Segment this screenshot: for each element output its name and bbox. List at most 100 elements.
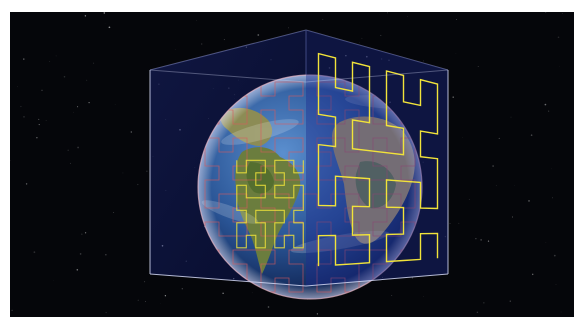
star	[145, 301, 146, 302]
star	[53, 280, 54, 281]
star	[555, 284, 557, 285]
star	[55, 55, 57, 57]
star	[462, 137, 463, 138]
star	[76, 269, 79, 271]
star	[444, 235, 447, 238]
star	[122, 172, 124, 174]
star	[452, 96, 454, 98]
star	[25, 183, 28, 185]
star	[251, 292, 253, 294]
star	[455, 18, 458, 21]
star	[17, 86, 18, 88]
yellow-globe-path	[236, 159, 304, 249]
star	[104, 23, 106, 24]
star	[49, 61, 51, 62]
star	[498, 137, 500, 139]
image-frame	[10, 12, 574, 317]
star	[365, 55, 368, 58]
star	[449, 223, 451, 224]
star	[387, 12, 388, 14]
star	[380, 278, 382, 279]
star	[511, 216, 513, 218]
star	[557, 36, 560, 39]
star	[545, 242, 547, 243]
star	[84, 15, 87, 17]
star	[468, 198, 470, 200]
star	[514, 185, 515, 186]
star	[328, 67, 331, 69]
hilbert-path	[317, 52, 439, 267]
star	[103, 12, 106, 14]
cube-front-edges	[149, 69, 449, 287]
star	[144, 281, 146, 283]
star	[380, 34, 382, 36]
star	[201, 43, 203, 45]
star	[561, 13, 563, 14]
star	[316, 313, 319, 315]
star	[492, 165, 494, 167]
cube-right-face	[306, 30, 448, 286]
star	[223, 39, 225, 41]
star	[77, 146, 79, 149]
star	[531, 273, 534, 276]
star	[38, 118, 40, 120]
star	[530, 134, 533, 136]
star	[560, 311, 562, 313]
star	[391, 295, 393, 296]
star	[458, 222, 460, 224]
earth-cube-scene	[10, 12, 563, 317]
star	[137, 183, 139, 186]
star	[389, 101, 391, 103]
star	[544, 103, 547, 106]
star	[84, 232, 87, 234]
star	[510, 116, 512, 118]
star	[73, 111, 74, 113]
star	[267, 306, 270, 308]
star	[257, 34, 260, 36]
star	[388, 59, 390, 61]
star	[79, 253, 82, 255]
star	[174, 49, 176, 50]
star	[23, 58, 25, 60]
star	[23, 116, 25, 118]
star	[41, 89, 43, 91]
star	[477, 65, 479, 67]
star	[359, 42, 360, 43]
star	[423, 60, 424, 62]
star	[222, 292, 224, 295]
star	[11, 309, 13, 312]
star	[407, 16, 408, 17]
star	[380, 58, 383, 60]
star	[33, 251, 36, 254]
star	[36, 137, 38, 139]
star	[105, 312, 107, 314]
star	[528, 200, 530, 202]
yellow-hilbert-curve	[317, 52, 439, 267]
star	[108, 26, 111, 29]
star	[10, 160, 11, 162]
star	[86, 79, 88, 81]
star	[69, 162, 71, 164]
star	[38, 124, 40, 126]
red-hilbert-path	[204, 81, 416, 293]
star	[45, 120, 47, 121]
red-curve-on-globe	[204, 81, 416, 293]
star	[559, 65, 560, 67]
star	[480, 239, 482, 241]
star	[422, 161, 424, 163]
star	[181, 288, 183, 290]
star	[476, 311, 479, 314]
star	[164, 295, 167, 297]
star	[20, 105, 22, 108]
star	[288, 27, 289, 29]
star	[105, 254, 107, 256]
star	[553, 254, 556, 257]
star	[509, 300, 511, 302]
star	[361, 37, 363, 39]
star	[322, 18, 324, 20]
star	[551, 197, 553, 199]
star	[137, 299, 139, 301]
star	[113, 212, 115, 213]
star	[483, 302, 485, 304]
star	[495, 185, 497, 187]
